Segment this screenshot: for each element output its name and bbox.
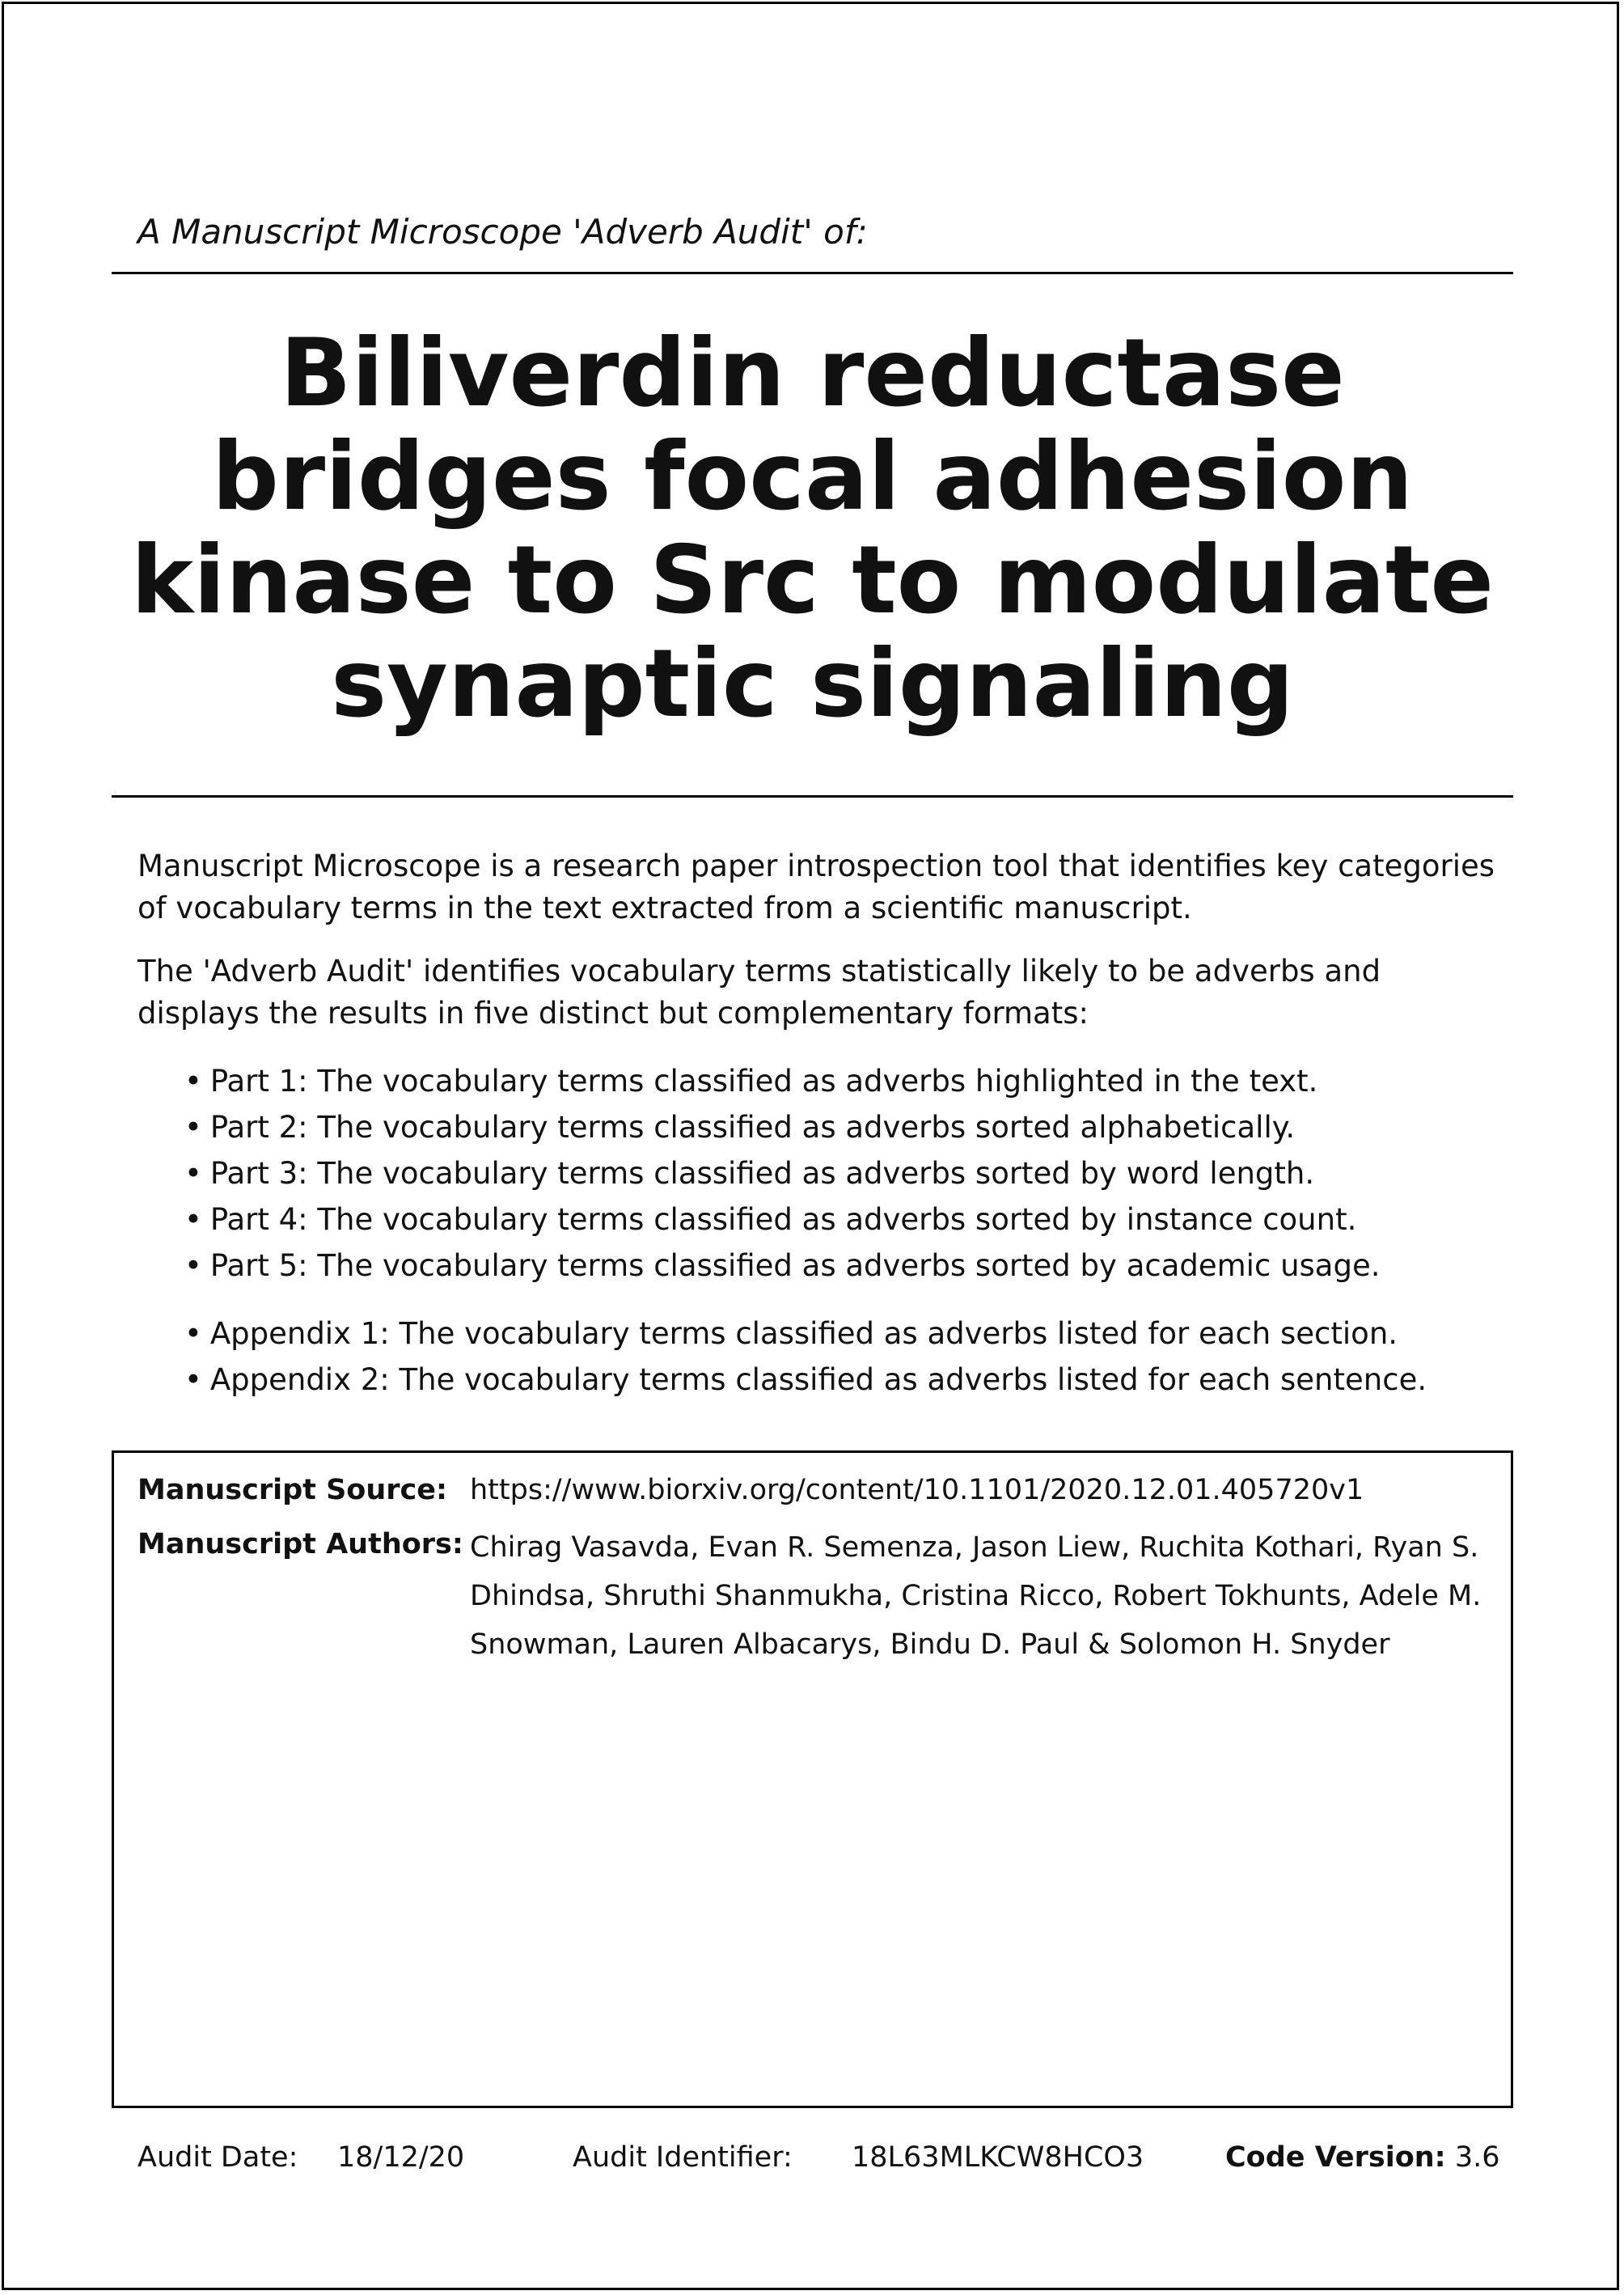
authors-value: Chirag Vasavda, Evan R. Semenza, Jason L… xyxy=(470,1523,1489,1669)
part-5-text: Part 5: The vocabulary terms classified … xyxy=(209,1248,1381,1283)
source-label: Manuscript Source: xyxy=(137,1474,448,1506)
paper-title: Biliverdin reductase bridges focal adhes… xyxy=(112,322,1513,736)
bottom-divider xyxy=(112,795,1513,798)
bullet-glyph: • xyxy=(184,1316,202,1351)
bullet-glyph: • xyxy=(184,1362,202,1397)
part-2-text: Part 2: The vocabulary terms classified … xyxy=(209,1110,1296,1145)
bullet-glyph: • xyxy=(184,1156,202,1191)
list-item: • Part 1: The vocabulary terms classified… xyxy=(184,1058,1380,1104)
manuscript-info-box xyxy=(112,1450,1513,2108)
code-version-value: 3.6 xyxy=(1454,2141,1500,2174)
code-version-label: Code Version: xyxy=(1225,2141,1446,2174)
part-4-text: Part 4: The vocabulary terms classified … xyxy=(209,1202,1357,1237)
appendix-1-text: Appendix 1: The vocabulary terms classif… xyxy=(209,1316,1398,1351)
bullet-glyph: • xyxy=(184,1202,202,1237)
title-line: Biliverdin reductase xyxy=(280,319,1345,428)
authors-label: Manuscript Authors: xyxy=(137,1528,463,1560)
intro-paragraph: Manuscript Microscope is a research pape… xyxy=(137,849,1495,925)
list-item: • Part 4: The vocabulary terms classified… xyxy=(184,1196,1380,1243)
list-item: • Part 3: The vocabulary terms classified… xyxy=(184,1150,1380,1196)
audit-id-value: 18L63MLKCW8HCO3 xyxy=(852,2141,1144,2174)
code-version: Code Version: 3.6 xyxy=(1225,2141,1499,2174)
description-paragraph: The 'Adverb Audit' identifies vocabulary… xyxy=(137,954,1381,1031)
audit-subtitle: A Manuscript Microscope 'Adverb Audit' o… xyxy=(137,212,868,252)
bullet-glyph: • xyxy=(184,1248,202,1283)
title-line: bridges focal adhesion xyxy=(211,422,1414,531)
top-divider xyxy=(112,272,1513,274)
authors-line: Chirag Vasavda, Evan R. Semenza, Jason L… xyxy=(470,1531,1479,1564)
part-1-text: Part 1: The vocabulary terms classified … xyxy=(209,1064,1318,1099)
bullet-glyph: • xyxy=(184,1064,202,1099)
audit-date-value: 18/12/20 xyxy=(337,2141,465,2174)
authors-line: Dhindsa, Shruthi Shanmukha, Cristina Ric… xyxy=(470,1580,1482,1612)
title-line: kinase to Src to modulate xyxy=(130,526,1495,635)
part-3-text: Part 3: The vocabulary terms classified … xyxy=(209,1156,1315,1191)
bullet-glyph: • xyxy=(184,1110,202,1145)
audit-date-label: Audit Date: xyxy=(137,2141,298,2174)
audit-id-label: Audit Identifier: xyxy=(573,2141,793,2174)
list-item: • Part 5: The vocabulary terms classified… xyxy=(184,1243,1380,1289)
authors-line: Snowman, Lauren Albacarys, Bindu D. Paul… xyxy=(470,1628,1390,1661)
title-line: synaptic signaling xyxy=(331,629,1294,739)
parts-list: • Part 1: The vocabulary terms classified… xyxy=(184,1058,1380,1289)
list-item: • Part 2: The vocabulary terms classified… xyxy=(184,1104,1380,1150)
appendix-list: • Appendix 1: The vocabulary terms classi… xyxy=(184,1311,1427,1403)
source-url-link[interactable]: https://www.biorxiv.org/content/10.1101/… xyxy=(470,1474,1364,1506)
list-item: • Appendix 1: The vocabulary terms classi… xyxy=(184,1311,1427,1357)
appendix-2-text: Appendix 2: The vocabulary terms classif… xyxy=(209,1362,1427,1397)
list-item: • Appendix 2: The vocabulary terms classi… xyxy=(184,1357,1427,1403)
